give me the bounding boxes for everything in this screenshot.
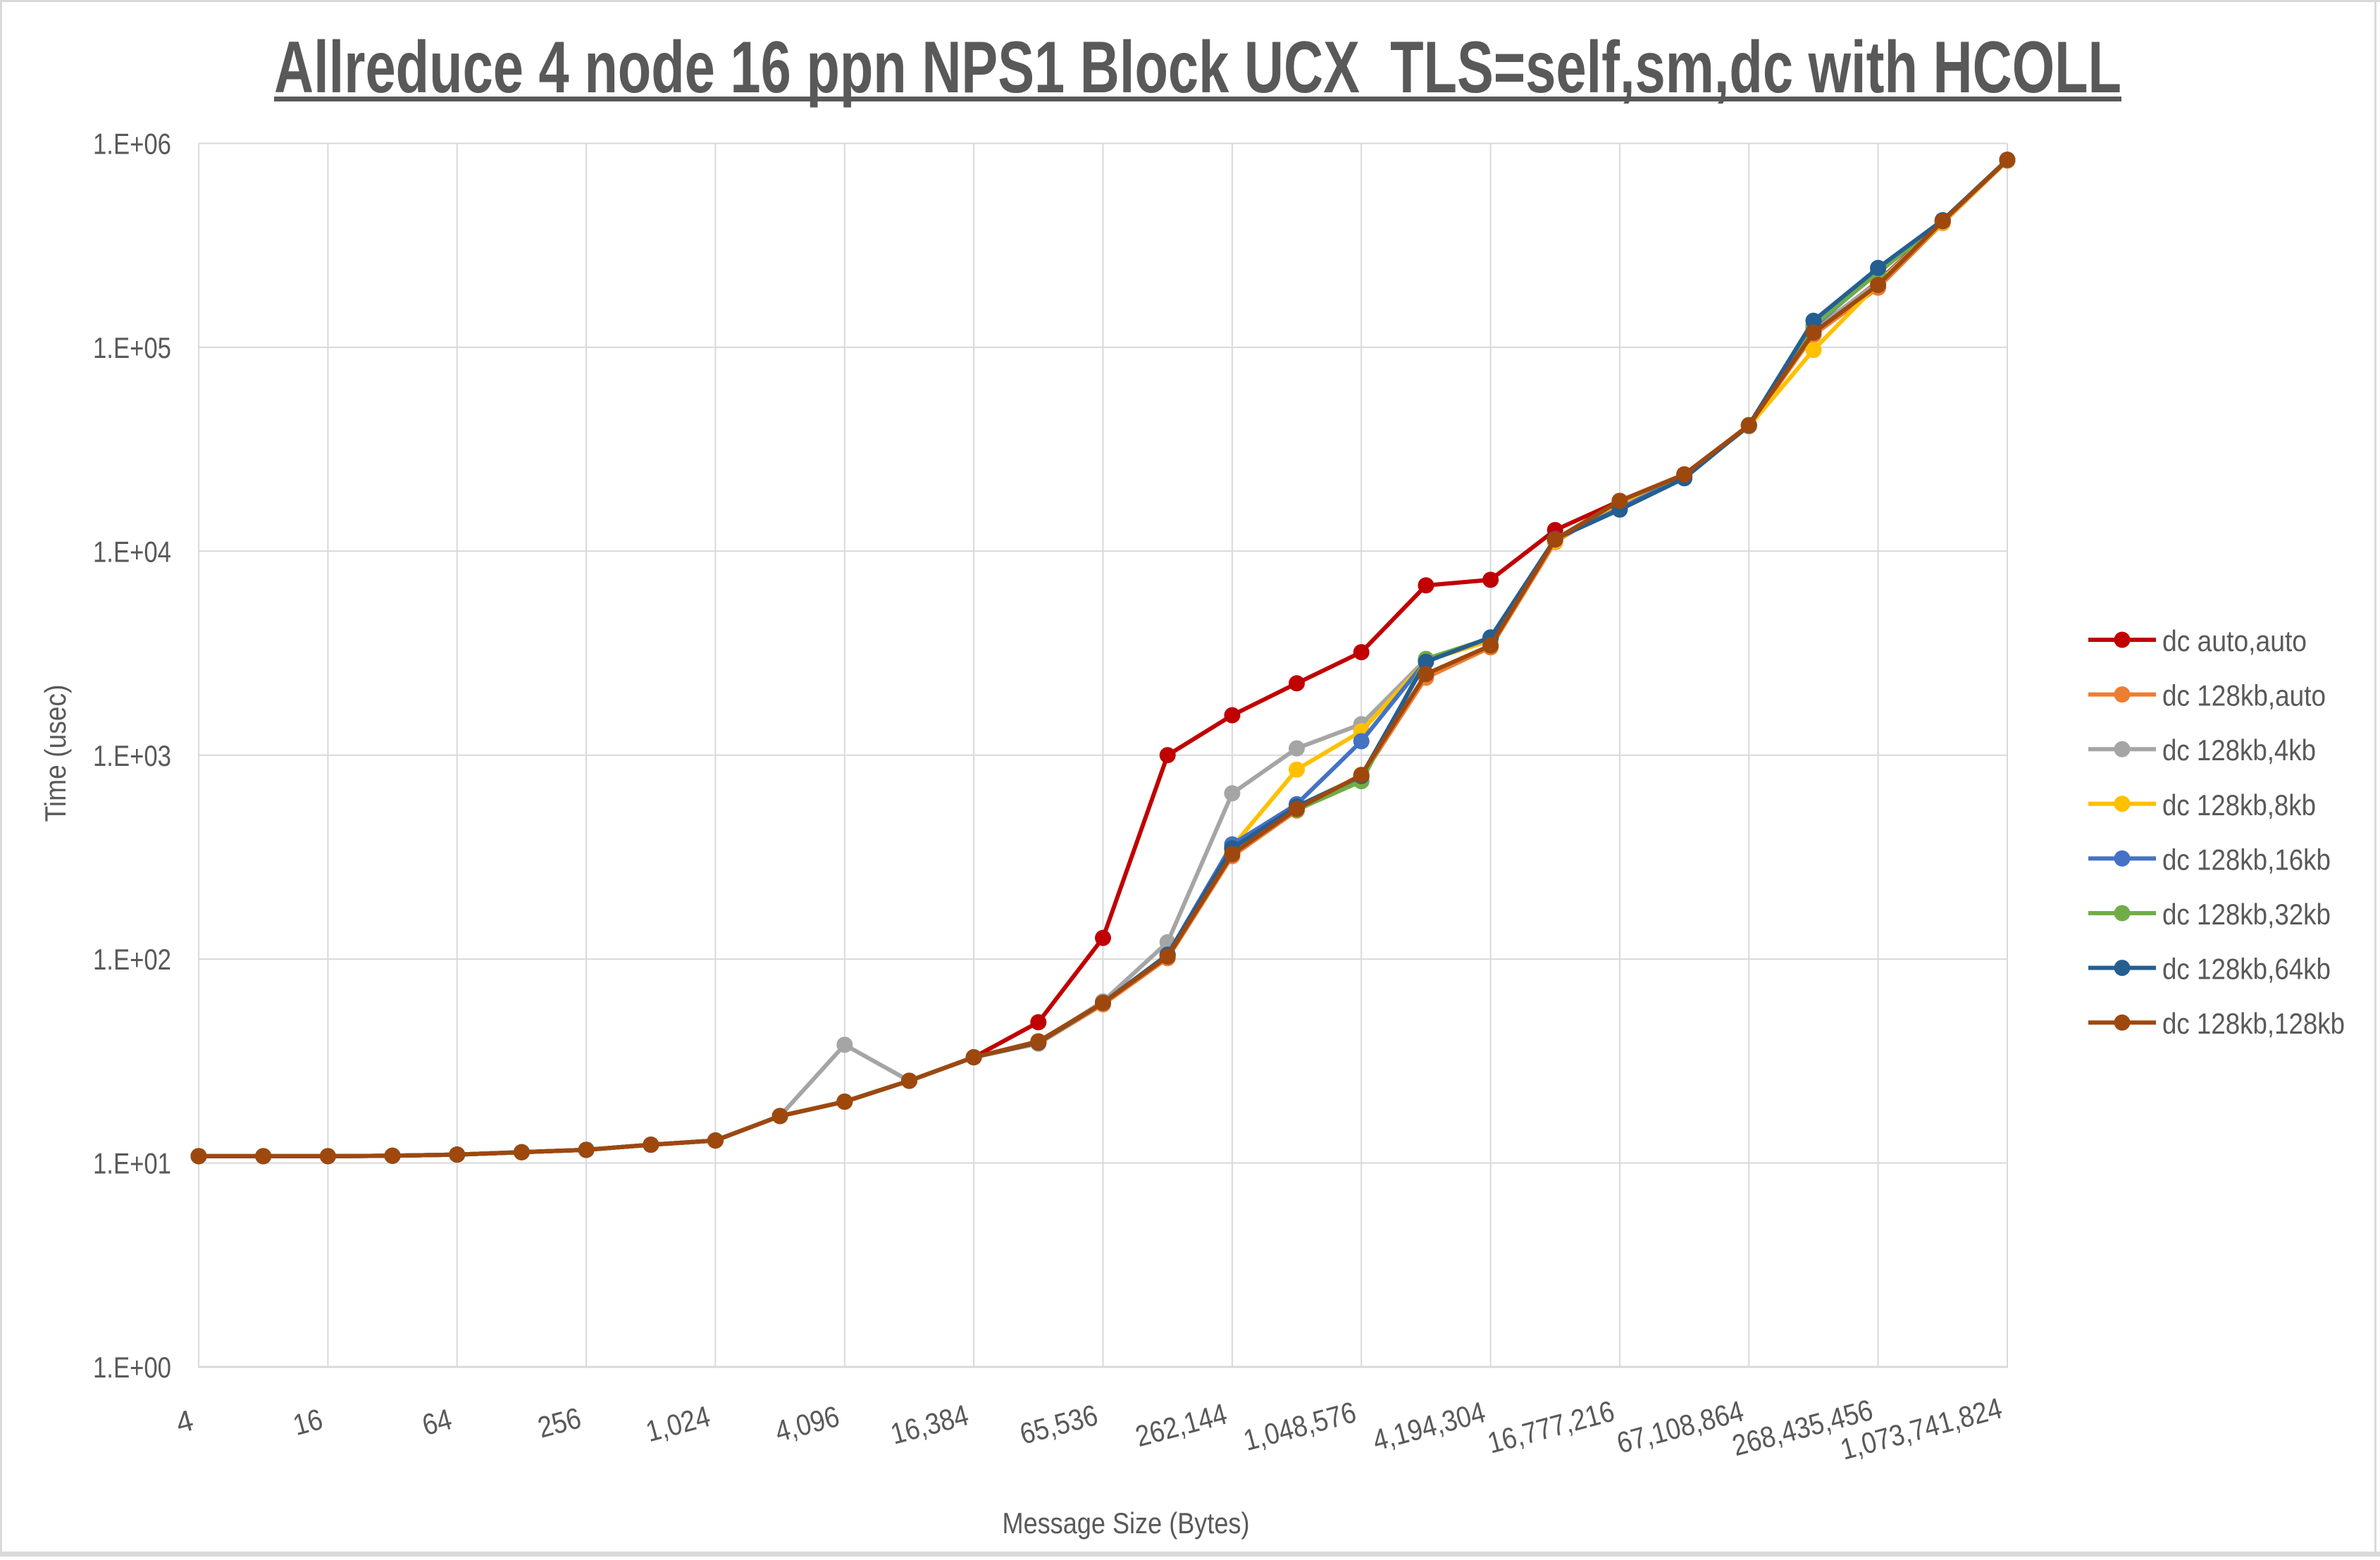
svg-text:1.E+03: 1.E+03 <box>93 739 171 772</box>
svg-text:dc 128kb,auto: dc 128kb,auto <box>2162 679 2326 712</box>
svg-text:1.E+05: 1.E+05 <box>93 331 171 364</box>
svg-text:1.E+04: 1.E+04 <box>93 535 171 568</box>
svg-text:1.E+01: 1.E+01 <box>93 1147 171 1180</box>
svg-text:dc auto,auto: dc auto,auto <box>2162 624 2307 657</box>
svg-text:Allreduce 4 node 16 ppn NPS1 B: Allreduce 4 node 16 ppn NPS1 Block UCX_T… <box>274 27 2121 109</box>
svg-text:dc 128kb,32kb: dc 128kb,32kb <box>2162 898 2331 931</box>
svg-text:1.E+00: 1.E+00 <box>93 1351 171 1384</box>
svg-text:Time (usec): Time (usec) <box>39 685 72 822</box>
svg-text:Message Size (Bytes): Message Size (Bytes) <box>1003 1506 1250 1540</box>
svg-text:dc 128kb,16kb: dc 128kb,16kb <box>2162 843 2331 876</box>
svg-text:1.E+06: 1.E+06 <box>93 128 171 161</box>
svg-text:dc 128kb,4kb: dc 128kb,4kb <box>2162 733 2316 767</box>
svg-text:dc 128kb,8kb: dc 128kb,8kb <box>2162 788 2316 822</box>
svg-text:dc 128kb,128kb: dc 128kb,128kb <box>2162 1007 2345 1040</box>
svg-text:dc 128kb,64kb: dc 128kb,64kb <box>2162 953 2331 986</box>
svg-text:1.E+02: 1.E+02 <box>93 943 171 976</box>
